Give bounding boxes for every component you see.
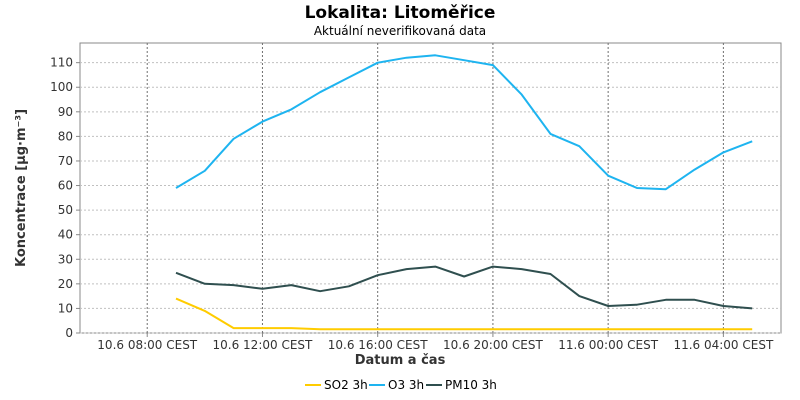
x-tick-label: 11.6 00:00 CEST (558, 338, 659, 352)
x-axis: 10.6 08:00 CEST 10.6 12:00 CEST 10.6 16:00… (97, 333, 774, 352)
grid (80, 43, 781, 334)
series-line (175, 54, 753, 191)
legend-label: SO2 3h (324, 378, 368, 392)
x-tick-label: 10.6 08:00 CEST (97, 338, 198, 352)
y-tick-label: 50 (58, 203, 73, 217)
legend-label: PM10 3h (445, 378, 497, 392)
y-tick-label: 100 (50, 80, 73, 94)
y-tick-label: 60 (58, 179, 73, 193)
x-tick-label: 10.6 20:00 CEST (443, 338, 544, 352)
x-tick-label: 10.6 16:00 CEST (328, 338, 429, 352)
series-line (175, 265, 753, 310)
y-tick-label: 20 (58, 277, 73, 291)
x-axis-label: Datum a čas (355, 353, 446, 368)
y-tick-label: 30 (58, 252, 73, 266)
x-tick-label: 11.6 04:00 CEST (673, 338, 774, 352)
y-axis: 0 10 20 30 40 50 60 70 80 90 100 110 (50, 56, 80, 340)
plot-area (79, 42, 782, 334)
series-line (175, 297, 753, 331)
series-lines (175, 54, 753, 331)
y-tick-label: 110 (50, 56, 73, 70)
y-tick-label: 40 (58, 228, 73, 242)
chart-title: Lokalita: Litoměřice (305, 3, 496, 23)
y-tick-label: 0 (65, 326, 73, 340)
y-tick-label: 70 (58, 154, 73, 168)
legend: SO2 3h O3 3h PM10 3h (305, 378, 497, 392)
y-tick-label: 10 (58, 301, 73, 315)
legend-label: O3 3h (388, 378, 424, 392)
y-tick-label: 80 (58, 129, 73, 143)
x-tick-label: 10.6 12:00 CEST (213, 338, 314, 352)
y-tick-label: 90 (58, 105, 73, 119)
chart-subtitle: Aktuální neverifikovaná data (314, 24, 486, 38)
y-axis-label: Koncentrace [µg·m⁻³] (14, 109, 29, 267)
